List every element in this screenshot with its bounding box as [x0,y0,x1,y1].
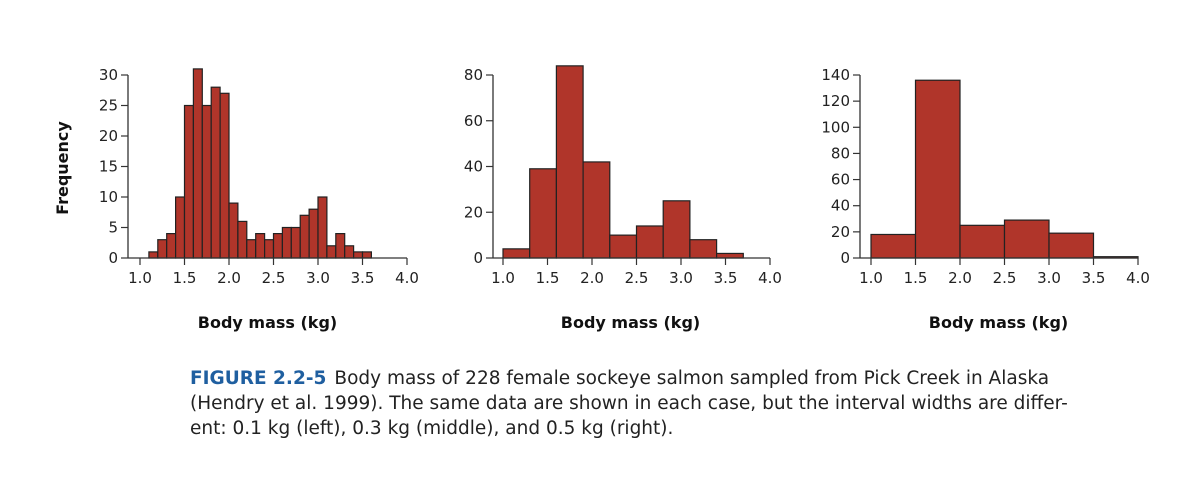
histogram-bar [228,202,239,259]
x-tick-label: 3.0 [306,269,330,287]
histogram-bar [502,248,531,259]
histogram-bar [870,233,917,259]
histogram-bar [299,214,310,259]
x-tick-label: 3.5 [1082,269,1106,287]
y-tick-label: 0 [473,249,483,267]
x-tick-label: 1.5 [536,269,560,287]
histogram-bar [308,208,319,259]
histogram-bar [609,234,638,259]
histogram-bar [264,239,275,259]
histogram-bar [914,79,961,259]
y-tick-label: 60 [464,112,483,130]
x-tick-label: 2.5 [993,269,1017,287]
x-tick-label: 3.5 [714,269,738,287]
y-tick-label: 15 [99,158,118,176]
histogram-bar [335,233,346,259]
y-tick-label: 5 [108,219,118,237]
y-tick-label: 100 [821,118,850,136]
histogram-bar [689,239,718,259]
y-tick-label: 10 [99,188,118,206]
y-tick-label: 30 [99,66,118,84]
x-tick-label: 1.5 [904,269,928,287]
y-tick-label: 40 [464,158,483,176]
histogram-bar [317,196,328,259]
x-tick-label: 2.5 [625,269,649,287]
x-tick-label: 2.0 [580,269,604,287]
figure-caption: FIGURE 2.2-5 Body mass of 228 female sock… [190,366,1068,441]
histogram-bar [272,233,283,259]
y-tick-label: 120 [821,92,850,110]
y-tick-label: 20 [464,203,483,221]
x-tick-label: 2.0 [948,269,972,287]
histogram-bar [361,251,372,259]
y-tick-label: 20 [831,223,850,241]
histogram-bar [635,225,664,259]
caption-line-1: Body mass of 228 female sockeye salmon s… [334,368,1050,389]
histogram-bar [715,252,744,259]
histogram-panels: 0 5 10 15 20 25 30 1.0 1.5 2.0 2.5 3.0 3.5 4.0 Body ma… [53,65,1150,332]
x-tick-label: 4.0 [758,269,782,287]
histogram-bar [344,245,355,259]
histogram-bar [959,224,1006,259]
histogram-bar [157,239,168,259]
histogram-bar [353,251,364,259]
x-tick-label: 1.0 [491,269,515,287]
x-tick-label: 2.0 [217,269,241,287]
histogram-bar [175,196,186,259]
histogram-bar [1003,219,1050,259]
x-tick-label: 4.0 [395,269,419,287]
y-axis-label: Frequency [53,121,72,215]
y-tick-label: 20 [99,127,118,145]
y-tick-label: 80 [464,66,483,84]
histogram-bar [555,65,584,259]
caption-line-2: (Hendry et al. 1999). The same data are … [190,393,1068,414]
histogram-bar [192,68,203,259]
x-axis-label: Body mass (kg) [929,313,1068,332]
histogram-panel-2: 0 20 40 60 80 1.0 1.5 2.0 2.5 3.0 3.5 4.0 Body mass … [464,65,782,332]
y-tick-label: 25 [99,97,118,115]
histogram-bar [201,104,212,259]
histogram-bar [326,245,337,259]
histogram-bar [529,168,558,259]
histogram-bar [246,239,257,259]
histogram-bar [662,200,691,259]
histogram-panel-1: 0 5 10 15 20 25 30 1.0 1.5 2.0 2.5 3.0 3.5 4.0 Body ma… [53,66,419,332]
histogram-bar [183,104,194,259]
x-tick-label: 3.0 [669,269,693,287]
figure-label: FIGURE 2.2-5 [190,368,327,389]
histogram-bar [290,226,301,259]
x-axis-label: Body mass (kg) [198,313,337,332]
y-tick-label: 60 [831,171,850,189]
x-tick-label: 4.0 [1126,269,1150,287]
histogram-bar [148,251,159,259]
histogram-bar [166,233,177,259]
histogram-bar [281,226,292,259]
histogram-bar [255,233,266,259]
x-tick-label: 3.0 [1037,269,1061,287]
histogram-panel-3: 0 20 40 60 80 100 120 140 1.0 1.5 2.0 2.5 3.0 3.5 4.0 B… [821,66,1150,332]
x-tick-label: 3.5 [351,269,375,287]
y-tick-label: 0 [108,249,118,267]
x-tick-label: 1.0 [859,269,883,287]
y-tick-label: 0 [840,249,850,267]
x-tick-label: 1.5 [173,269,197,287]
y-tick-label: 80 [831,144,850,162]
caption-line-3: ent: 0.1 kg (left), 0.3 kg (middle), and… [190,418,674,439]
histogram-bar [210,86,221,259]
y-tick-label: 140 [821,66,850,84]
x-tick-label: 2.5 [262,269,286,287]
x-tick-label: 1.0 [128,269,152,287]
histogram-bar [237,220,248,259]
histogram-bar [582,161,611,259]
y-tick-label: 40 [831,197,850,215]
x-axis-label: Body mass (kg) [561,313,700,332]
histogram-bar [1048,232,1095,259]
histogram-bar [219,92,230,259]
